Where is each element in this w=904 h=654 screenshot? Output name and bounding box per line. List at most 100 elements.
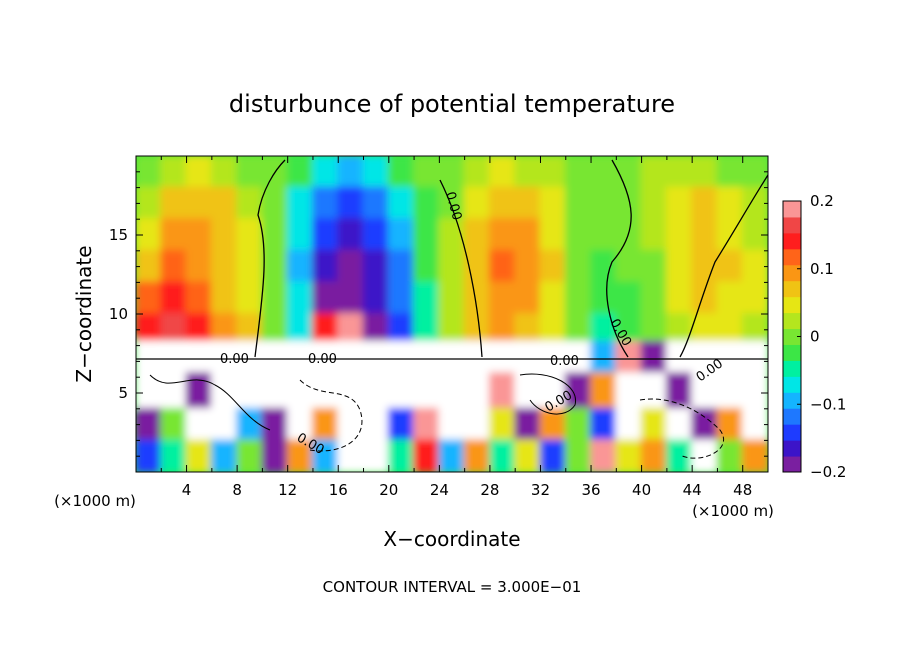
- field-cell: [236, 281, 264, 315]
- field-cell: [564, 249, 593, 284]
- colorbar-swatch: [783, 264, 801, 282]
- field-cell: [463, 372, 491, 410]
- y-tick-label: 15: [109, 226, 128, 244]
- field-cell: [488, 281, 517, 315]
- field-cell: [691, 372, 719, 410]
- x-tick-label: 48: [733, 481, 752, 499]
- field-cell: [185, 186, 213, 221]
- field-cell: [261, 407, 289, 442]
- field-cell: [463, 218, 491, 252]
- field-cell: [716, 156, 744, 189]
- field-cell: [438, 372, 466, 410]
- field-cell: [741, 439, 768, 472]
- field-cell: [514, 186, 542, 221]
- field-cell: [514, 439, 542, 472]
- field-cell: [665, 218, 694, 252]
- x-tick-label: 40: [632, 481, 651, 499]
- field-cell: [136, 313, 163, 343]
- chart-title: disturbunce of potential temperature: [229, 90, 675, 118]
- field-cell: [286, 186, 314, 221]
- field-cell: [463, 249, 491, 284]
- field-cell: [387, 372, 416, 410]
- colorbar-swatch: [783, 216, 801, 234]
- field-cell: [286, 439, 314, 472]
- field-cell: [160, 372, 188, 410]
- colorbar-swatch: [783, 280, 801, 298]
- field-cell: [413, 439, 441, 472]
- field-cell: [463, 313, 491, 343]
- field-cell: [311, 156, 340, 189]
- field-cell: [590, 372, 618, 410]
- field-cell: [539, 156, 567, 189]
- field-cell: [640, 407, 668, 442]
- field-cell: [413, 407, 441, 442]
- colorbar-swatch: [783, 232, 801, 250]
- field-cell: [185, 281, 213, 315]
- field-cell: [337, 340, 365, 375]
- field-cell: [413, 218, 441, 252]
- field-cell: [488, 340, 517, 375]
- field-cell: [590, 249, 618, 284]
- y-axis-label: Z−coordinate: [72, 245, 96, 382]
- field-cell: [615, 186, 643, 221]
- field-cell: [539, 186, 567, 221]
- field-cell: [514, 313, 542, 343]
- field-cell: [539, 372, 567, 410]
- y-tick-label: 10: [109, 305, 128, 323]
- field-cell: [286, 281, 314, 315]
- field-cell: [463, 156, 491, 189]
- field-cell: [564, 340, 593, 375]
- x-tick-label: 20: [379, 481, 398, 499]
- z-unit-label: (×1000 m): [54, 492, 136, 510]
- field-cell: [615, 156, 643, 189]
- field-cell: [160, 439, 188, 472]
- field-cell: [539, 313, 567, 343]
- contour-label: 0.00: [442, 190, 464, 222]
- field-cell: [665, 281, 694, 315]
- field-cell: [311, 249, 340, 284]
- field-cell: [665, 439, 694, 472]
- field-cell: [387, 407, 416, 442]
- field-cell: [413, 372, 441, 410]
- field-cell: [539, 340, 567, 375]
- field-cell: [136, 372, 163, 410]
- field-cells: [136, 156, 768, 472]
- field-cell: [691, 218, 719, 252]
- field-cell: [311, 186, 340, 221]
- colorbar-swatch: [783, 328, 801, 345]
- field-cell: [413, 249, 441, 284]
- field-cell: [413, 313, 441, 343]
- field-cell: [236, 218, 264, 252]
- field-cell: [488, 218, 517, 252]
- y-axis: 5 10 15: [109, 171, 768, 457]
- x-tick-label: 8: [232, 481, 242, 499]
- field-cell: [210, 439, 239, 472]
- field-cell: [185, 249, 213, 284]
- field-cell: [210, 407, 239, 442]
- field-cell: [337, 407, 365, 442]
- field-cell: [640, 218, 668, 252]
- field-cell: [665, 313, 694, 343]
- field-cell: [261, 372, 289, 410]
- field-cell: [185, 218, 213, 252]
- field-cell: [160, 313, 188, 343]
- field-cell: [311, 218, 340, 252]
- field-cell: [261, 439, 289, 472]
- field-cell: [564, 186, 593, 221]
- field-cell: [387, 340, 416, 375]
- colorbar-swatch: [783, 440, 801, 457]
- field-cell: [387, 186, 416, 221]
- field-cell: [615, 439, 643, 472]
- field-cell: [691, 156, 719, 189]
- contour-label: 0.00: [308, 352, 337, 367]
- field-cell: [136, 407, 163, 442]
- colorbar-tick-label: −0.2: [810, 463, 846, 481]
- field-cell: [286, 249, 314, 284]
- colorbar-swatch: [783, 201, 801, 218]
- field-cell: [337, 372, 365, 410]
- zero-contour: [254, 159, 286, 358]
- field-cell: [564, 281, 593, 315]
- field-cell: [665, 340, 694, 375]
- field-cell: [615, 218, 643, 252]
- lower-contour: [519, 373, 576, 415]
